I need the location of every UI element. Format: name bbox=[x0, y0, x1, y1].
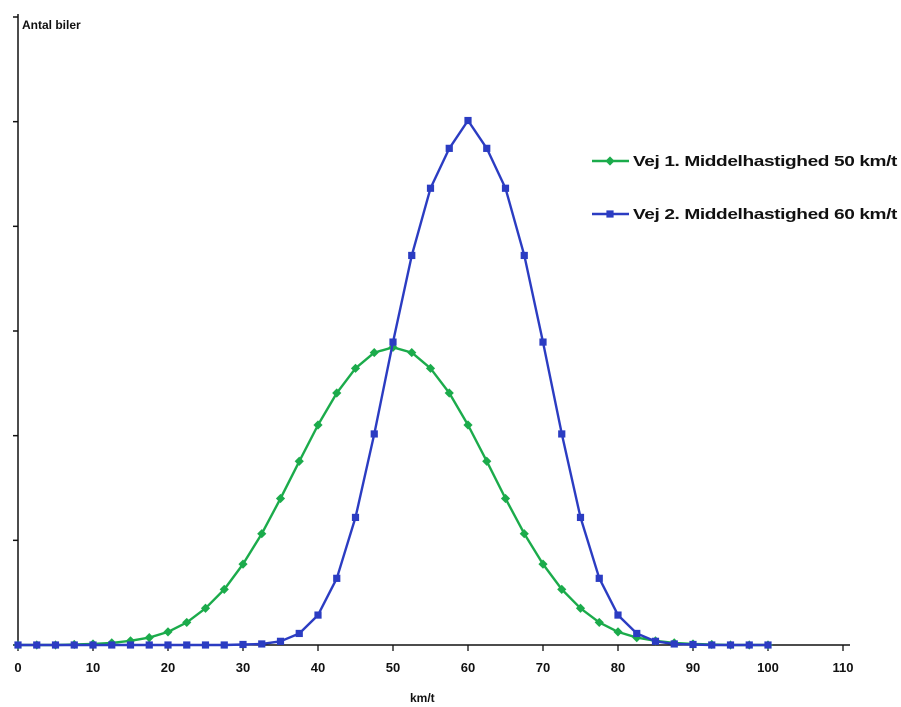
data-point bbox=[144, 633, 154, 643]
legend-label: Vej 1. Middelhastighed 50 km/t bbox=[633, 153, 897, 170]
data-point bbox=[164, 641, 172, 649]
series-layer bbox=[13, 116, 773, 650]
x-tick-label: 50 bbox=[386, 660, 400, 675]
series-line bbox=[18, 346, 768, 647]
data-point bbox=[108, 641, 116, 649]
data-point bbox=[594, 617, 604, 628]
data-point bbox=[294, 456, 304, 466]
x-ticks: 0 10 20 30 40 50 60 70 80 90 100 110 bbox=[14, 645, 853, 675]
data-point bbox=[351, 513, 360, 522]
data-point bbox=[633, 629, 641, 638]
data-point bbox=[125, 636, 136, 646]
data-point bbox=[183, 641, 191, 649]
data-point bbox=[314, 611, 322, 619]
x-tick-label: 20 bbox=[161, 660, 175, 675]
data-point bbox=[482, 456, 492, 466]
data-point bbox=[126, 641, 135, 649]
data-point bbox=[370, 430, 378, 438]
data-point bbox=[708, 641, 716, 649]
data-point bbox=[463, 420, 473, 430]
series-2 bbox=[14, 116, 772, 649]
data-point bbox=[651, 637, 660, 645]
data-point bbox=[313, 420, 323, 430]
data-point bbox=[745, 641, 753, 649]
legend-item: Vej 2. Middelhastighed 60 km/t bbox=[592, 206, 898, 223]
x-tick-label: 0 bbox=[14, 660, 21, 675]
legend-marker bbox=[606, 210, 614, 218]
data-point bbox=[220, 641, 228, 649]
data-point bbox=[219, 584, 229, 594]
data-point bbox=[408, 251, 416, 260]
x-tick-label: 100 bbox=[757, 660, 779, 675]
x-axis-title: km/t bbox=[410, 691, 435, 705]
data-point bbox=[445, 144, 453, 152]
x-tick-label: 40 bbox=[311, 660, 325, 675]
data-point bbox=[33, 641, 41, 649]
data-point bbox=[89, 641, 97, 649]
data-point bbox=[14, 641, 22, 649]
series-1 bbox=[13, 342, 773, 650]
data-point bbox=[425, 363, 436, 373]
data-point bbox=[520, 251, 528, 260]
legend-marker bbox=[605, 156, 615, 166]
data-point bbox=[295, 629, 303, 638]
data-point bbox=[389, 338, 397, 346]
x-tick-label: 10 bbox=[86, 660, 100, 675]
legend-item: Vej 1. Middelhastighed 50 km/t bbox=[592, 153, 898, 170]
data-point bbox=[51, 641, 60, 649]
x-tick-label: 80 bbox=[611, 660, 625, 675]
data-point bbox=[182, 617, 192, 628]
data-point bbox=[333, 574, 341, 582]
data-point bbox=[576, 513, 585, 522]
data-point bbox=[163, 627, 173, 637]
data-point bbox=[332, 388, 342, 398]
axes bbox=[17, 14, 850, 646]
data-point bbox=[238, 559, 248, 569]
data-point bbox=[407, 347, 417, 358]
data-point bbox=[483, 144, 491, 152]
data-point bbox=[258, 640, 266, 648]
data-point bbox=[557, 584, 567, 594]
series-line bbox=[18, 119, 768, 647]
data-point bbox=[575, 603, 586, 613]
data-point bbox=[200, 603, 211, 613]
x-tick-label: 70 bbox=[536, 660, 550, 675]
x-tick-label: 90 bbox=[686, 660, 700, 675]
data-point bbox=[726, 641, 735, 649]
data-point bbox=[276, 637, 285, 645]
legend: Vej 1. Middelhastighed 50 km/t Vej 2. Mid… bbox=[592, 153, 898, 223]
data-point bbox=[70, 641, 78, 649]
data-point bbox=[145, 641, 153, 649]
data-point bbox=[613, 627, 623, 637]
data-point bbox=[670, 640, 678, 648]
data-point bbox=[275, 493, 286, 504]
x-tick-label: 60 bbox=[461, 660, 475, 675]
data-point bbox=[632, 633, 642, 643]
legend-label: Vej 2. Middelhastighed 60 km/t bbox=[633, 206, 897, 223]
data-point bbox=[689, 640, 697, 649]
x-tick-label: 110 bbox=[833, 660, 854, 675]
data-point bbox=[369, 347, 379, 358]
data-point bbox=[595, 574, 603, 582]
data-point bbox=[519, 529, 529, 539]
data-point bbox=[500, 493, 511, 504]
x-tick-label: 30 bbox=[236, 660, 250, 675]
data-point bbox=[539, 338, 547, 346]
data-point bbox=[464, 116, 472, 125]
data-point bbox=[426, 184, 435, 192]
data-point bbox=[538, 559, 548, 569]
data-point bbox=[614, 611, 622, 619]
y-axis-title: Antal biler bbox=[22, 18, 81, 32]
data-point bbox=[201, 641, 210, 649]
data-point bbox=[558, 430, 566, 438]
data-point bbox=[501, 184, 510, 192]
data-point bbox=[239, 640, 247, 649]
data-point bbox=[444, 388, 454, 398]
data-point bbox=[350, 363, 361, 373]
data-point bbox=[257, 529, 267, 539]
data-point bbox=[764, 641, 772, 649]
